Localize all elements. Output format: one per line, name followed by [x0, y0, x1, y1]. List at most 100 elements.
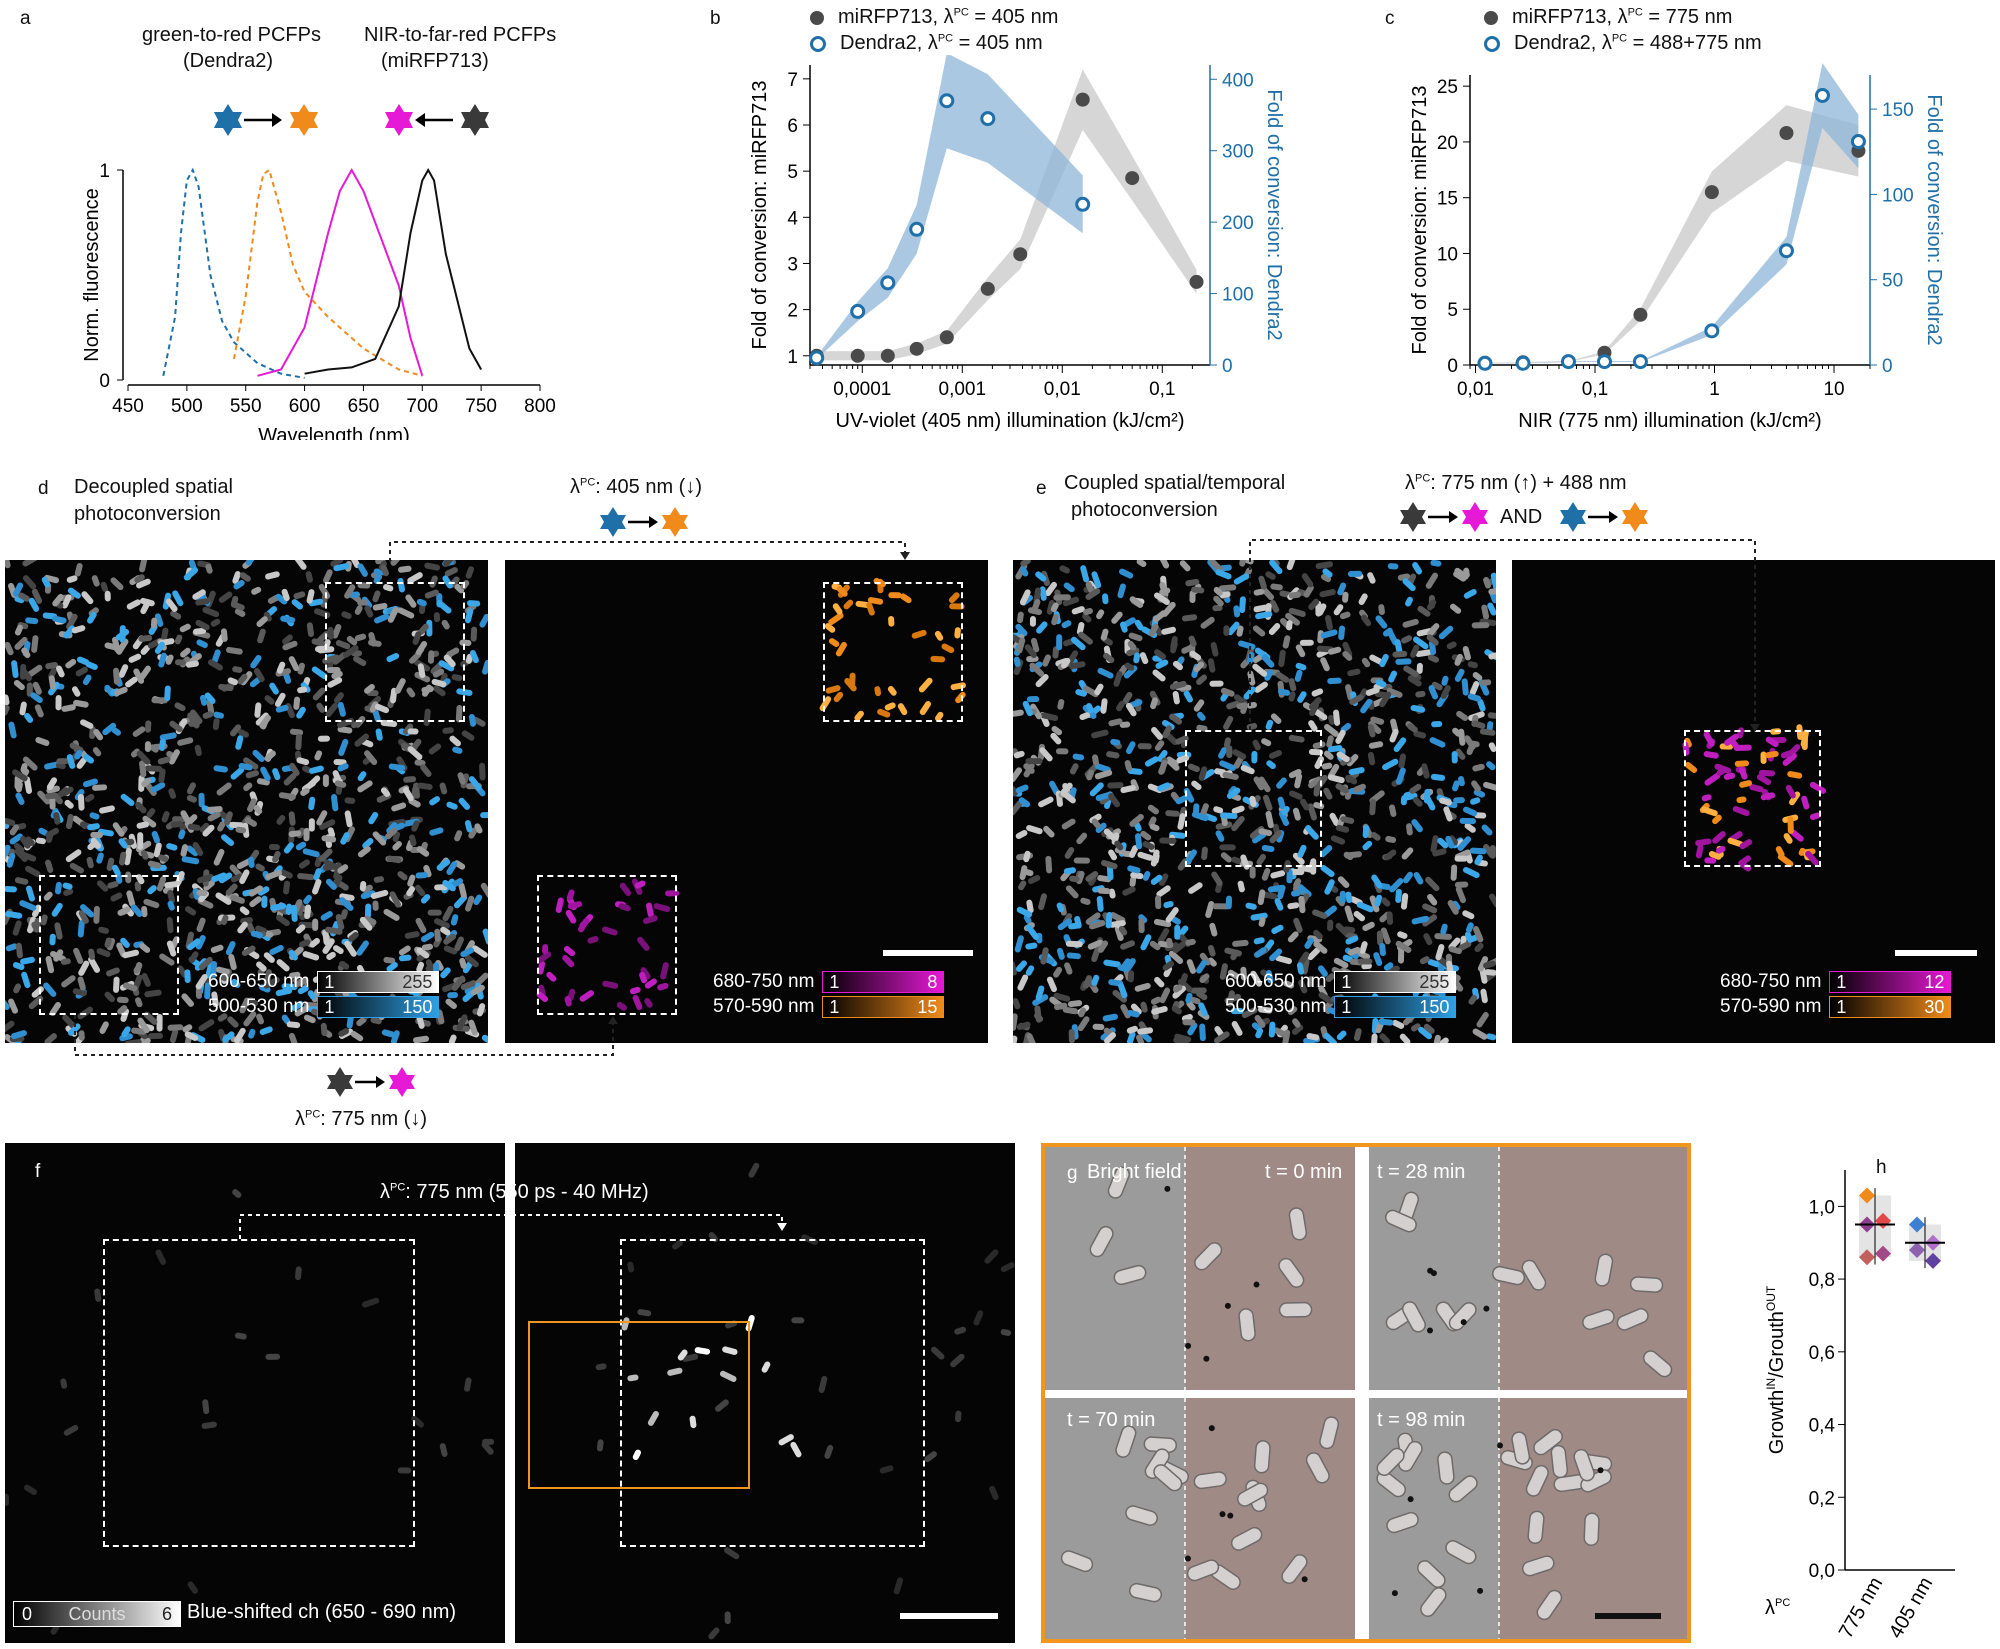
cell	[71, 625, 86, 634]
cell	[421, 943, 434, 951]
cell	[1300, 798, 1310, 811]
x-axis-label: NIR (775 nm) illumination (kJ/cm²)	[1518, 410, 1821, 432]
cell	[587, 935, 599, 944]
cell	[563, 945, 576, 957]
cell	[111, 864, 121, 877]
roi-bottom-left-converted[interactable]	[537, 875, 677, 1015]
cell	[1447, 900, 1459, 915]
cell	[1017, 974, 1029, 991]
cell	[1360, 614, 1372, 627]
cell	[238, 763, 253, 771]
bf-cell	[1107, 1166, 1130, 1199]
cell	[1137, 851, 1154, 861]
cell	[1134, 833, 1143, 850]
cell	[1097, 940, 1109, 953]
cell	[51, 615, 67, 624]
cell	[1423, 1023, 1435, 1034]
cell	[1023, 763, 1035, 774]
bf-cell	[1237, 1482, 1269, 1507]
cell	[1386, 911, 1394, 925]
roi-top-right-converted[interactable]	[823, 582, 963, 722]
cell	[276, 959, 290, 972]
roi-bottom-left[interactable]	[39, 875, 179, 1015]
cell	[1399, 1033, 1411, 1043]
cell	[14, 636, 28, 650]
cell	[68, 1023, 81, 1036]
roi-center[interactable]	[1185, 730, 1322, 867]
cell	[297, 686, 308, 694]
roi-top-right[interactable]	[325, 582, 465, 722]
cell	[1392, 1019, 1405, 1029]
y-tick-label-left: 5	[1447, 300, 1458, 321]
cell	[350, 1030, 364, 1042]
cell	[1265, 571, 1276, 580]
bf-cell	[1573, 1448, 1595, 1482]
roi-left[interactable]	[103, 1239, 415, 1547]
cell	[790, 1441, 802, 1458]
cell	[77, 793, 85, 811]
cell	[1480, 988, 1488, 1004]
cell	[418, 623, 429, 635]
cell	[778, 1434, 794, 1446]
cell	[634, 880, 646, 889]
miRFP713-point	[980, 281, 995, 296]
cell	[1219, 760, 1236, 771]
cell	[1064, 962, 1073, 975]
cell	[833, 691, 844, 703]
scale-bar	[883, 950, 973, 956]
cell	[268, 843, 280, 851]
cell	[1440, 923, 1448, 935]
cell	[1469, 847, 1487, 855]
cell	[1392, 650, 1408, 658]
cell	[241, 945, 256, 957]
cell	[1344, 905, 1354, 923]
cell	[1777, 853, 1794, 867]
cell	[140, 645, 151, 655]
cell	[1379, 1033, 1391, 1043]
cell	[1317, 965, 1328, 977]
cell	[1486, 761, 1496, 771]
cell	[148, 1032, 164, 1040]
cell	[455, 704, 463, 723]
cell	[1190, 996, 1201, 1005]
cell	[341, 611, 352, 620]
cell	[161, 811, 170, 823]
cell	[1320, 573, 1332, 583]
scale-bar	[900, 1613, 998, 1619]
cell	[99, 805, 115, 814]
cell	[288, 656, 300, 672]
cell	[1232, 749, 1247, 760]
cell	[1394, 639, 1403, 655]
cell	[1701, 794, 1712, 802]
cell	[1254, 1015, 1266, 1028]
cell	[139, 943, 151, 953]
cell	[1025, 965, 1035, 976]
cell	[1262, 794, 1273, 811]
cell	[1704, 857, 1717, 864]
cell	[405, 594, 417, 608]
cell	[1114, 840, 1124, 851]
cell	[1327, 919, 1334, 932]
cell	[158, 738, 166, 751]
cell	[1407, 675, 1422, 687]
cell	[243, 782, 253, 792]
cell	[1159, 987, 1171, 1004]
cell	[1222, 771, 1239, 780]
cell	[1449, 603, 1462, 614]
roi-center-converted[interactable]	[1684, 730, 1821, 867]
cell	[930, 655, 946, 663]
orange-roi-box[interactable]	[528, 1321, 750, 1489]
cell	[1427, 959, 1440, 968]
cell	[239, 997, 250, 1014]
cell	[94, 1288, 102, 1302]
cell	[1238, 640, 1256, 650]
cell	[126, 599, 141, 610]
cell	[73, 947, 84, 964]
cell	[745, 1315, 755, 1332]
cell	[1780, 750, 1793, 759]
cell	[204, 982, 211, 1000]
roi-right[interactable]	[620, 1239, 925, 1547]
cell	[1103, 652, 1115, 664]
cell	[1340, 816, 1355, 824]
cell	[1014, 935, 1024, 953]
